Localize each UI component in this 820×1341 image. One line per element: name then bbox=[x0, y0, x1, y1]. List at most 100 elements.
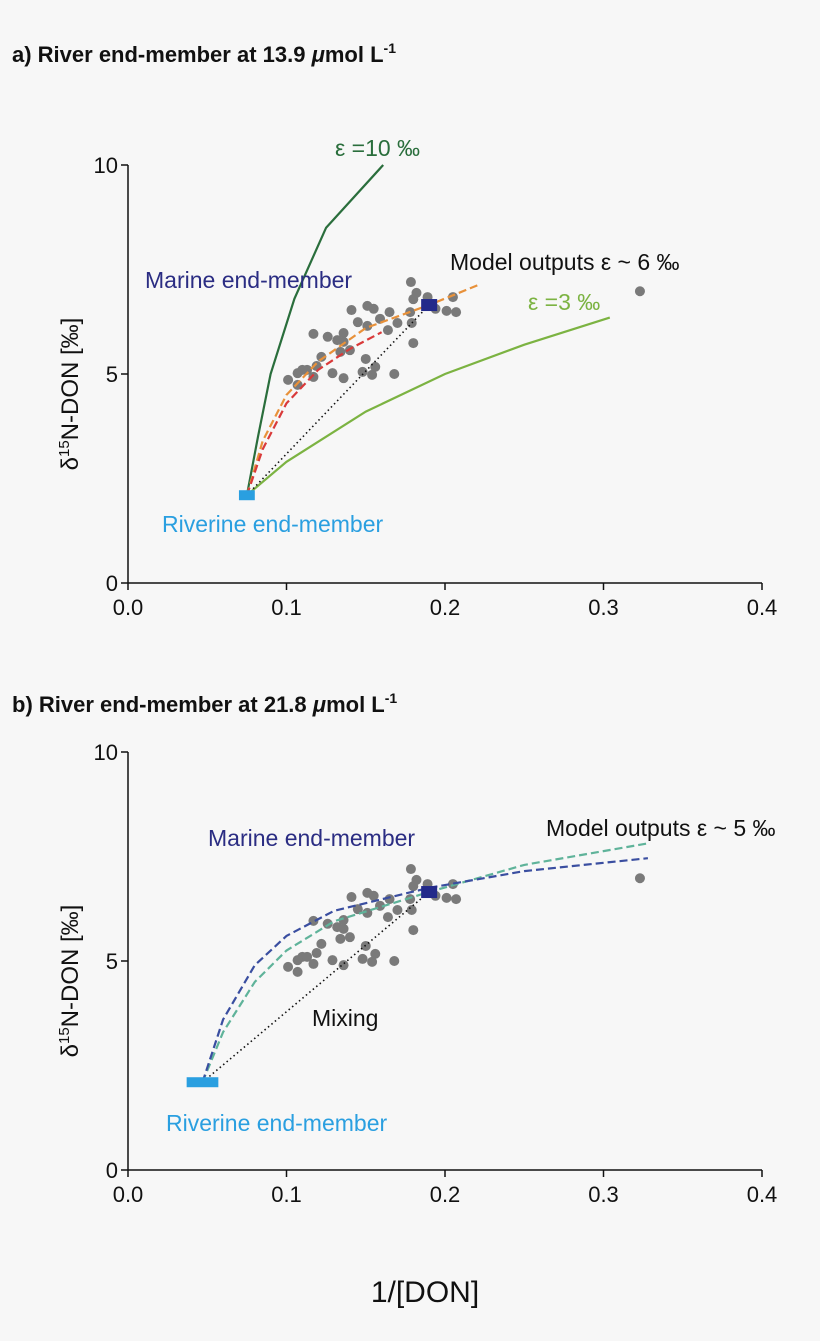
data-point bbox=[405, 277, 416, 288]
data-point bbox=[634, 873, 645, 884]
model-curve bbox=[201, 857, 649, 1083]
y-axis-label: δ15N-DON [‰] bbox=[56, 318, 84, 471]
data-point bbox=[408, 338, 419, 349]
x-tick-label: 0.2 bbox=[430, 595, 461, 620]
data-point bbox=[382, 325, 393, 336]
data-point bbox=[405, 894, 416, 905]
title-mu: μ bbox=[312, 692, 326, 717]
data-point bbox=[408, 294, 419, 305]
panel-b: b) River end-member at 21.8 μmol L-10.0 0… bbox=[12, 690, 777, 1309]
data-point bbox=[335, 933, 346, 944]
data-point bbox=[352, 317, 363, 328]
data-point bbox=[384, 307, 395, 318]
data-point bbox=[406, 905, 417, 916]
data-point bbox=[357, 366, 368, 377]
data-point bbox=[382, 912, 393, 923]
data-point bbox=[384, 894, 395, 905]
data-point bbox=[408, 881, 419, 892]
ylabel-delta: δ bbox=[57, 1044, 84, 1057]
x-tick-label: 0.4 bbox=[747, 595, 778, 620]
x-tick-label: 0.1 bbox=[271, 1182, 302, 1207]
data-point bbox=[308, 371, 319, 382]
ylabel-sup: 15 bbox=[56, 1027, 73, 1044]
data-point bbox=[311, 948, 322, 959]
y-tick-label: 0 bbox=[106, 571, 118, 596]
data-point bbox=[357, 953, 368, 964]
data-point bbox=[370, 361, 381, 372]
data-point bbox=[327, 368, 338, 379]
x-tick-label: 0.1 bbox=[271, 595, 302, 620]
title-sup: -1 bbox=[384, 40, 397, 56]
data-point bbox=[405, 864, 416, 875]
data-point bbox=[338, 960, 349, 971]
data-point bbox=[370, 948, 381, 959]
annotation-label: Marine end-member bbox=[145, 267, 352, 293]
data-point bbox=[292, 966, 303, 977]
model-curve bbox=[245, 283, 479, 496]
y-axis-label: δ15N-DON [‰] bbox=[56, 905, 84, 1058]
y-tick-label: 10 bbox=[94, 740, 118, 765]
ylabel-sup: 15 bbox=[56, 440, 73, 457]
riverine-end-member-marker bbox=[238, 490, 255, 501]
data-point bbox=[389, 369, 400, 379]
data-point bbox=[451, 307, 462, 318]
data-point bbox=[322, 331, 333, 342]
data-point bbox=[392, 905, 403, 916]
ylabel-rest: N-DON [‰] bbox=[57, 318, 84, 441]
x-tick-label: 0.4 bbox=[747, 1182, 778, 1207]
x-tick-label: 0.3 bbox=[588, 1182, 619, 1207]
data-point bbox=[362, 907, 373, 918]
y-tick-label: 10 bbox=[94, 153, 118, 178]
data-point bbox=[408, 925, 419, 936]
data-point bbox=[283, 374, 294, 385]
title-unit: mol L bbox=[325, 42, 384, 67]
model-curve bbox=[245, 164, 385, 496]
title-sup: -1 bbox=[385, 690, 398, 706]
data-point bbox=[447, 292, 458, 303]
marine-end-member-marker bbox=[421, 886, 438, 899]
y-tick-label: 5 bbox=[106, 949, 118, 974]
data-point bbox=[451, 894, 462, 905]
model-curve bbox=[245, 331, 383, 496]
annotation-label: ε =3 ‰ bbox=[528, 289, 600, 315]
ylabel-delta: δ bbox=[57, 457, 84, 470]
x-tick-label: 0.0 bbox=[113, 595, 144, 620]
data-point bbox=[338, 373, 349, 384]
annotation-label: Riverine end-member bbox=[166, 1110, 387, 1136]
title-main: a) River end-member at 13.9 bbox=[12, 42, 312, 67]
x-axis-label: 1/[DON] bbox=[371, 1276, 479, 1309]
data-point bbox=[292, 955, 303, 966]
data-point bbox=[367, 369, 378, 380]
data-point bbox=[338, 923, 349, 934]
mixing-line bbox=[246, 304, 430, 496]
y-tick-label: 0 bbox=[106, 1158, 118, 1183]
data-point bbox=[368, 890, 379, 901]
data-point bbox=[389, 956, 400, 966]
data-point bbox=[344, 932, 355, 943]
y-tick-label: 5 bbox=[106, 362, 118, 387]
chart-title: a) River end-member at 13.9 μmol L-1 bbox=[12, 40, 396, 67]
chart-title: b) River end-member at 21.8 μmol L-1 bbox=[12, 690, 397, 717]
data-point bbox=[302, 951, 313, 962]
model-curve bbox=[201, 842, 650, 1083]
data-point bbox=[346, 305, 357, 316]
data-point bbox=[338, 328, 349, 339]
marine-end-member-marker bbox=[421, 299, 438, 312]
annotation-label: Model outputs ε ~ 5 ‰ bbox=[546, 815, 776, 841]
data-point bbox=[392, 318, 403, 329]
data-point bbox=[302, 364, 313, 375]
model-curve bbox=[246, 316, 611, 497]
data-point bbox=[367, 956, 378, 967]
x-tick-label: 0.0 bbox=[113, 1182, 144, 1207]
data-point bbox=[308, 328, 319, 339]
data-point bbox=[283, 961, 294, 972]
annotation-label: Mixing bbox=[312, 1005, 378, 1031]
annotation-label: Riverine end-member bbox=[162, 511, 383, 537]
data-point bbox=[634, 286, 645, 297]
data-point bbox=[346, 892, 357, 903]
data-point bbox=[368, 303, 379, 314]
ylabel-rest: N-DON [‰] bbox=[57, 905, 84, 1028]
annotation-label: Marine end-member bbox=[208, 825, 415, 851]
data-point bbox=[360, 353, 371, 364]
